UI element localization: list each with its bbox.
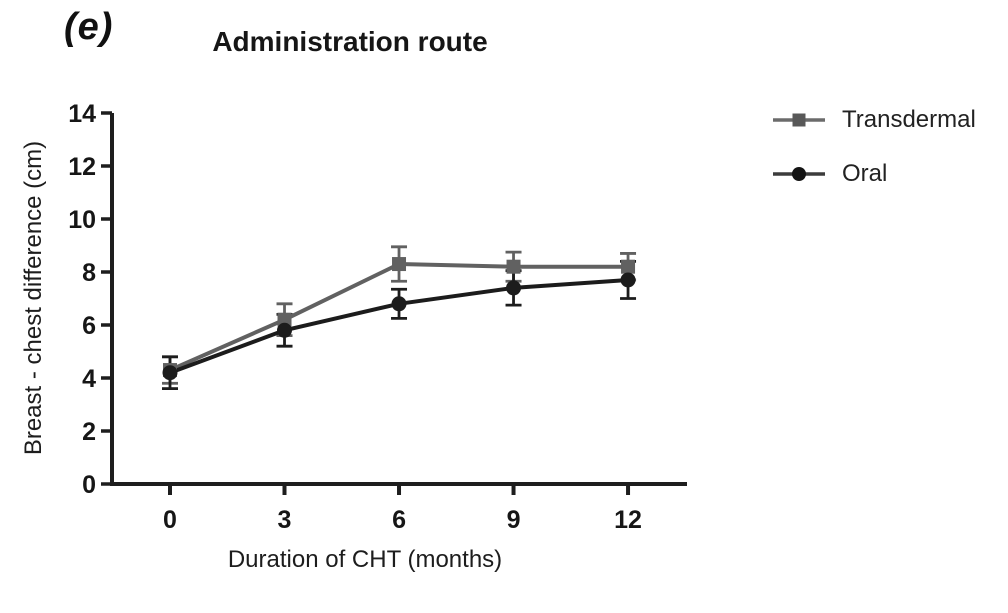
data-point-oral: [391, 296, 407, 312]
data-point-oral: [162, 365, 178, 381]
x-tick-label: 6: [392, 506, 406, 534]
y-tick-label: 14: [68, 100, 96, 128]
x-tick-label: 3: [278, 506, 292, 534]
y-tick-label: 2: [82, 418, 96, 446]
y-tick-label: 0: [82, 471, 96, 499]
x-tick-label: 0: [163, 506, 177, 534]
y-tick-label: 8: [82, 259, 96, 287]
data-point-transdermal: [506, 259, 521, 274]
x-tick-label: 9: [507, 506, 521, 534]
data-point-transdermal: [277, 312, 292, 327]
panel-label: (e): [64, 6, 114, 48]
x-axis-title: Duration of CHT (months): [227, 546, 503, 573]
chart-title: Administration route: [212, 26, 488, 57]
data-point-oral: [506, 280, 522, 296]
data-point-transdermal: [392, 257, 407, 272]
legend-item-oral: Oral: [772, 160, 976, 188]
legend-label-transdermal: Transdermal: [842, 106, 976, 133]
legend-label-oral: Oral: [842, 160, 888, 187]
y-tick-label: 4: [82, 365, 96, 393]
oral-line-circle-icon: [773, 167, 825, 181]
data-point-transdermal: [621, 259, 636, 274]
data-point-oral: [277, 322, 293, 338]
y-tick-label: 6: [82, 312, 96, 340]
y-tick-label: 12: [68, 153, 96, 181]
data-point-oral: [620, 272, 636, 288]
legend-item-transdermal: Transdermal: [772, 106, 976, 134]
legend: Transdermal Oral: [772, 106, 976, 214]
x-tick-label: 12: [614, 506, 642, 534]
y-tick-label: 10: [68, 206, 96, 234]
transdermal-line-square-icon: [773, 113, 825, 127]
